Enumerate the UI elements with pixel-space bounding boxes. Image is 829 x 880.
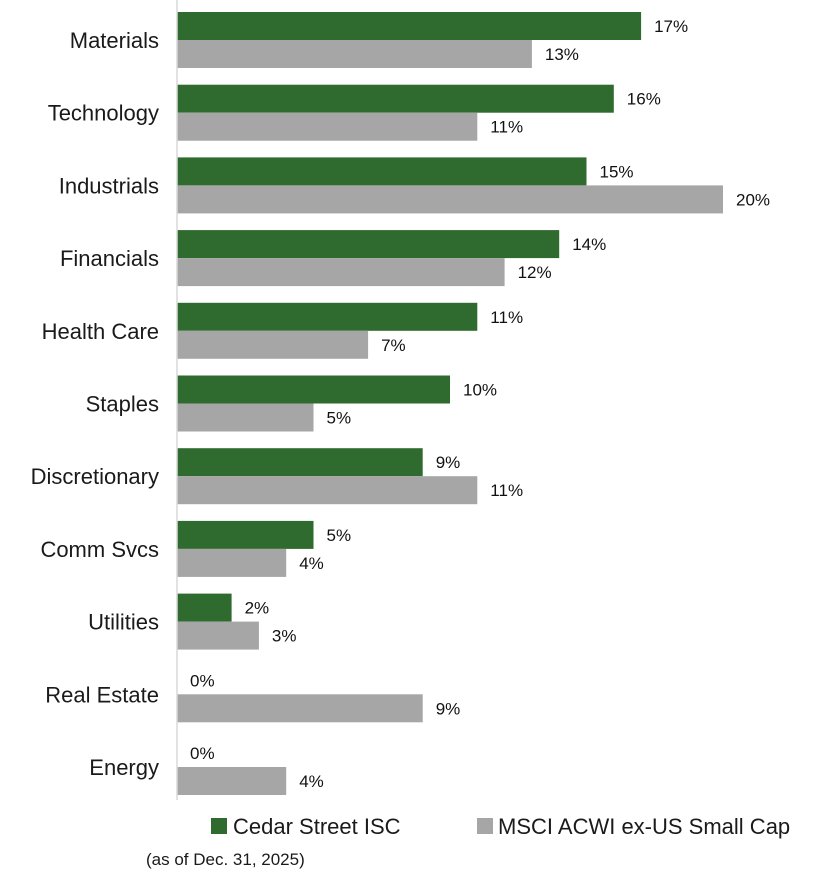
labels-layer: Materials 17% 13% Technology 16% 11% Industria… [31, 17, 770, 791]
data-label-cedar-street-isc-technology: 16% [627, 90, 661, 109]
bar-msci-acwi-financials [177, 258, 505, 287]
bar-cedar-street-isc-industrials [177, 157, 587, 186]
data-label-cedar-street-isc-real-estate: 0% [190, 671, 215, 690]
bar-cedar-street-isc-discretionary [177, 448, 423, 477]
bar-msci-acwi-energy [177, 767, 287, 795]
category-label-discretionary: Discretionary [31, 464, 159, 489]
data-label-cedar-street-isc-materials: 17% [654, 17, 688, 36]
data-label-cedar-street-isc-discretionary: 9% [436, 453, 461, 472]
legend-label-msci-acwi: MSCI ACWI ex-US Small Cap [498, 814, 790, 839]
bar-msci-acwi-health-care [177, 330, 369, 359]
data-label-msci-acwi-health-care: 7% [381, 336, 406, 355]
category-label-real-estate: Real Estate [45, 682, 159, 707]
as-of-note: (as of Dec. 31, 2025) [146, 850, 305, 869]
bar-msci-acwi-industrials [177, 185, 723, 214]
legend: Cedar Street ISC MSCI ACWI ex-US Small C… [211, 814, 790, 839]
bar-cedar-street-isc-comm-svcs [177, 520, 314, 549]
legend-swatch-cedar-street-isc [211, 818, 227, 834]
bar-msci-acwi-comm-svcs [177, 548, 287, 577]
data-label-msci-acwi-staples: 5% [327, 409, 352, 428]
data-label-cedar-street-isc-utilities: 2% [245, 599, 270, 618]
bars-layer [177, 12, 723, 795]
bar-cedar-street-isc-health-care [177, 302, 478, 331]
data-label-cedar-street-isc-industrials: 15% [600, 162, 634, 181]
bar-msci-acwi-discretionary [177, 476, 478, 505]
category-label-technology: Technology [48, 101, 159, 126]
bar-msci-acwi-materials [177, 40, 532, 68]
data-label-msci-acwi-real-estate: 9% [436, 699, 461, 718]
legend-swatch-msci-acwi [477, 818, 493, 834]
category-label-energy: Energy [89, 755, 159, 780]
data-label-msci-acwi-discretionary: 11% [490, 481, 523, 500]
category-label-health-care: Health Care [42, 319, 159, 344]
data-label-msci-acwi-industrials: 20% [736, 190, 770, 209]
data-label-msci-acwi-financials: 12% [518, 263, 552, 282]
bar-cedar-street-isc-materials [177, 12, 642, 40]
data-label-cedar-street-isc-financials: 14% [572, 235, 606, 254]
data-label-cedar-street-isc-comm-svcs: 5% [327, 526, 352, 545]
data-label-cedar-street-isc-energy: 0% [190, 744, 215, 763]
bar-msci-acwi-technology [177, 112, 478, 141]
data-label-msci-acwi-utilities: 3% [272, 627, 297, 646]
data-label-msci-acwi-comm-svcs: 4% [299, 554, 324, 573]
bar-msci-acwi-utilities [177, 621, 259, 650]
data-label-msci-acwi-energy: 4% [299, 772, 324, 791]
bar-cedar-street-isc-utilities [177, 593, 232, 622]
category-label-staples: Staples [86, 392, 159, 417]
category-label-comm-svcs: Comm Svcs [40, 537, 159, 562]
category-label-financials: Financials [60, 246, 159, 271]
bar-msci-acwi-real-estate [177, 694, 423, 723]
data-label-cedar-street-isc-health-care: 11% [490, 308, 523, 327]
data-label-msci-acwi-technology: 11% [490, 118, 523, 137]
bar-cedar-street-isc-financials [177, 230, 560, 259]
category-label-utilities: Utilities [88, 610, 159, 635]
category-label-materials: Materials [70, 28, 159, 53]
bar-cedar-street-isc-technology [177, 84, 614, 113]
data-label-msci-acwi-materials: 13% [545, 45, 579, 64]
data-label-cedar-street-isc-staples: 10% [463, 381, 497, 400]
bar-msci-acwi-staples [177, 403, 314, 432]
bar-cedar-street-isc-staples [177, 375, 450, 404]
legend-label-cedar-street-isc: Cedar Street ISC [233, 814, 401, 839]
category-label-industrials: Industrials [59, 173, 159, 198]
